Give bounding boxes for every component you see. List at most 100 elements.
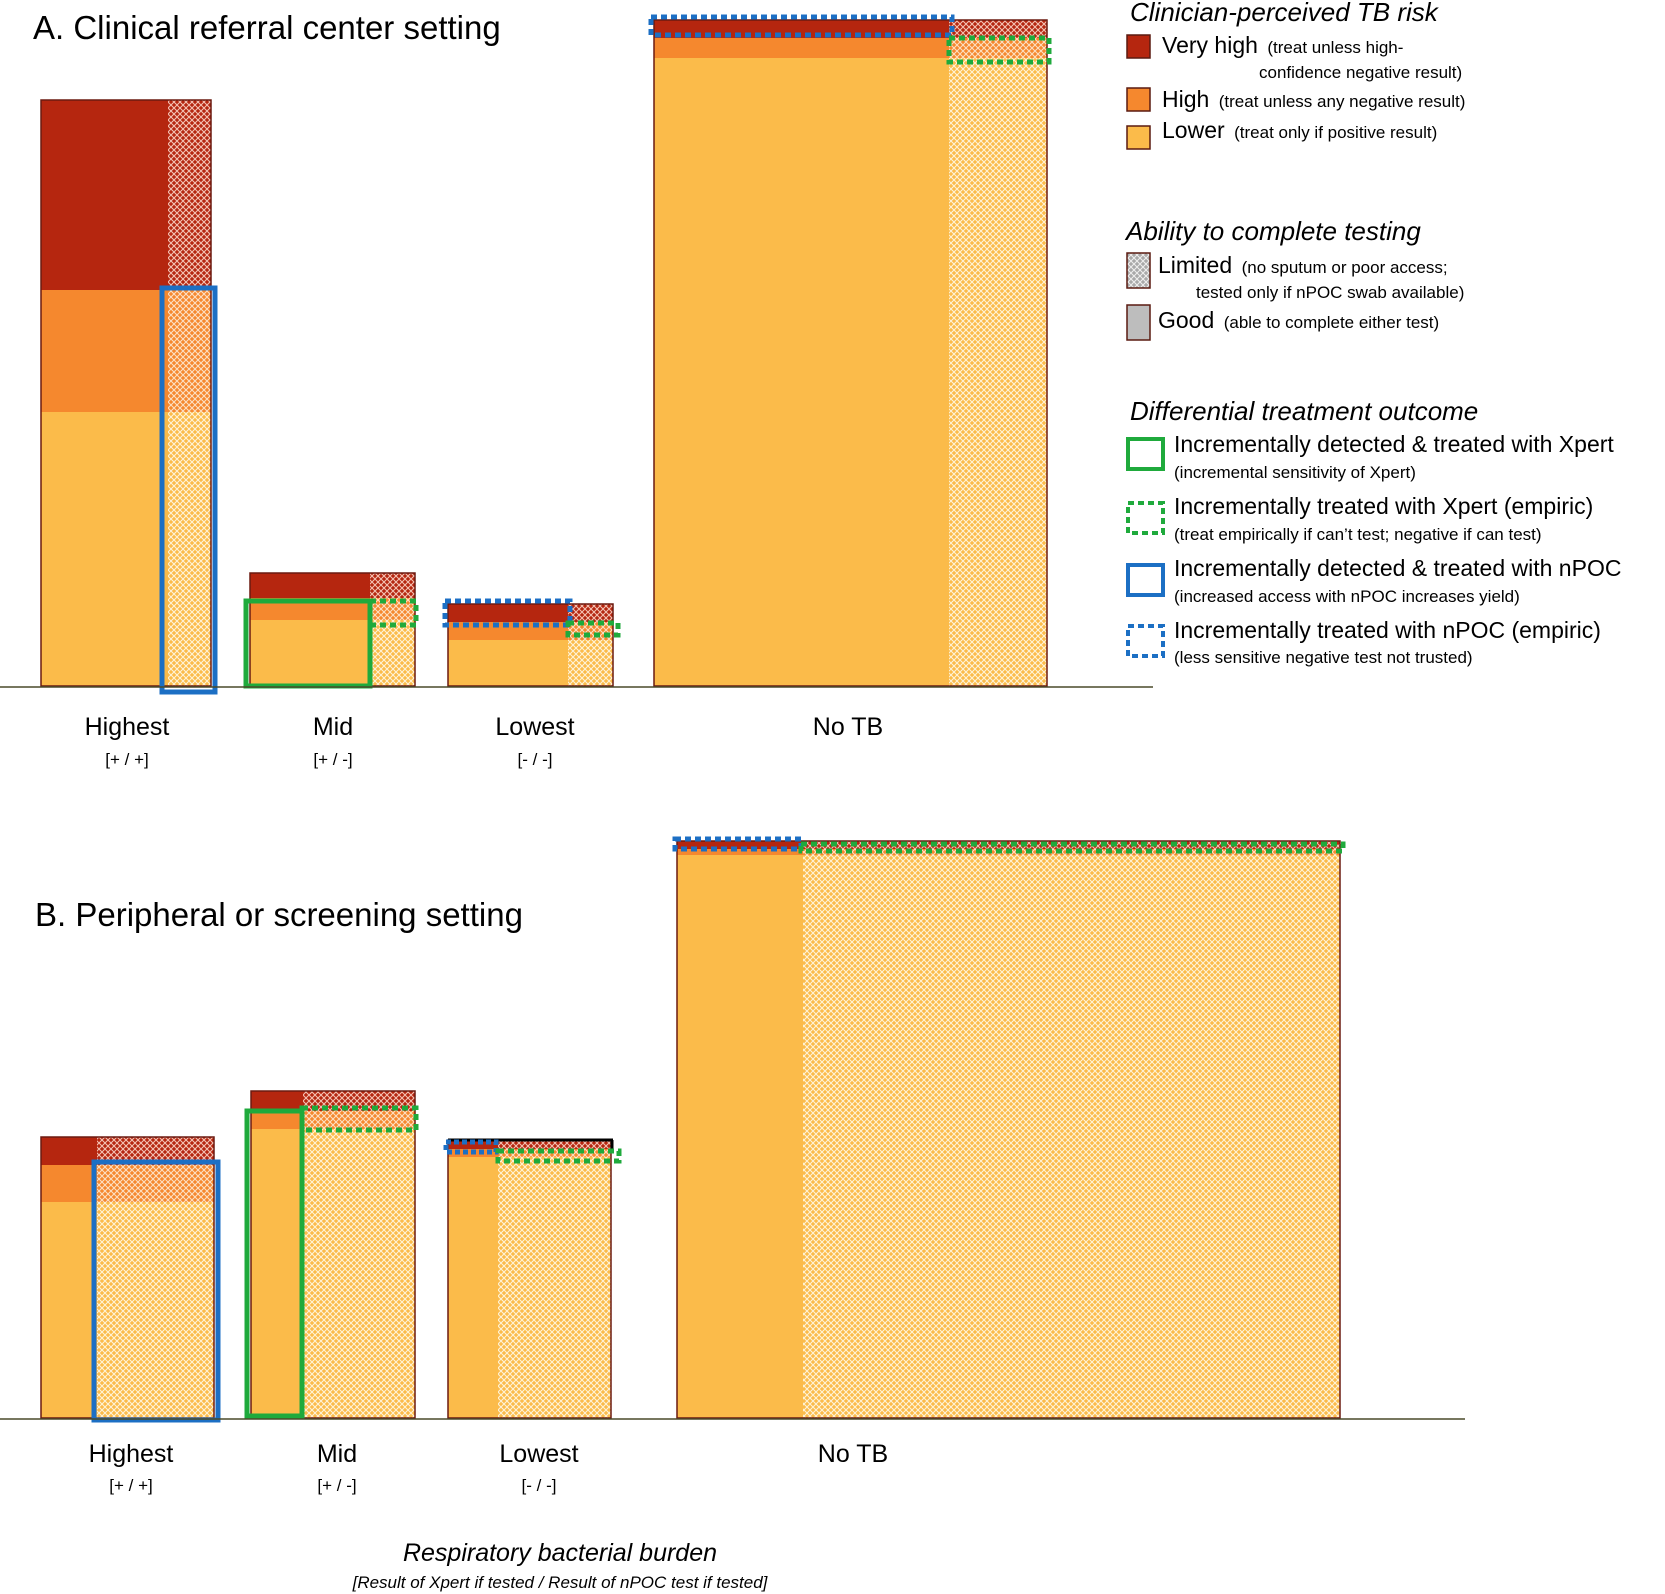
legend-swatch-very-high bbox=[1126, 34, 1151, 59]
category-sub-highest: [+ / +] bbox=[109, 1476, 152, 1495]
legend-very-high-note2: confidence negative result) bbox=[1259, 63, 1462, 82]
legend-swatch-high bbox=[1126, 87, 1151, 112]
legend-swatch-npoc-empiric bbox=[1126, 624, 1165, 658]
xpert-detected-box bbox=[244, 1108, 305, 1419]
segment-high-good bbox=[654, 38, 949, 58]
npoc-detected-box bbox=[91, 1159, 221, 1423]
npoc-detected-box bbox=[159, 285, 218, 695]
segment-very-high-limited bbox=[568, 604, 613, 622]
segment-high-good bbox=[251, 1111, 303, 1129]
category-sub-lowest: [- / -] bbox=[522, 1476, 557, 1495]
bar-outline bbox=[676, 840, 1341, 1419]
legend-good-main: Good bbox=[1158, 307, 1214, 333]
legend-limited-text: Limited (no sputum or poor access; bbox=[1158, 252, 1448, 278]
panel-b-category-labels: Highest [+ / +] Mid [+ / -] Lowest [- / … bbox=[89, 1440, 889, 1495]
panel-a-bar-no-tb bbox=[648, 14, 1052, 687]
bar-outline bbox=[250, 1090, 416, 1419]
segment-very-high-good bbox=[41, 100, 168, 290]
legend-good-text: Good (able to complete either test) bbox=[1158, 307, 1439, 333]
segment-very-high-good bbox=[41, 1137, 97, 1165]
legend-npoc-detected-main: Incrementally detected & treated with nP… bbox=[1174, 555, 1621, 581]
legend-npoc-detected-note: (increased access with nPOC increases yi… bbox=[1174, 587, 1520, 606]
legend-very-high-note1: (treat unless high- bbox=[1267, 38, 1403, 57]
segment-lower-good bbox=[251, 1129, 303, 1418]
segment-lower-good bbox=[41, 412, 168, 686]
segment-lower-good bbox=[250, 620, 370, 686]
legend-risk-heading: Clinician-perceived TB risk bbox=[1130, 0, 1440, 27]
segment-lower-good bbox=[654, 58, 949, 686]
segment-lower-limited bbox=[168, 412, 211, 686]
legend-xpert-detected-note: (incremental sensitivity of Xpert) bbox=[1174, 463, 1416, 482]
panel-b-bar-highest bbox=[40, 1136, 221, 1423]
panel-b-bars bbox=[40, 836, 1346, 1423]
segment-lower-limited bbox=[97, 1202, 214, 1418]
panel-a-category-labels: Highest [+ / +] Mid [+ / -] Lowest [- / … bbox=[85, 713, 884, 769]
category-sub-highest: [+ / +] bbox=[105, 750, 148, 769]
category-label-highest: Highest bbox=[89, 1440, 174, 1468]
panel-b-bar-mid bbox=[244, 1090, 419, 1419]
legend-swatch-xpert-empiric bbox=[1126, 501, 1165, 535]
segment-high-good bbox=[41, 290, 168, 412]
segment-very-high-limited bbox=[168, 100, 211, 290]
bar-outline bbox=[447, 603, 614, 687]
segment-lower-limited bbox=[949, 58, 1047, 686]
npoc-empiric-box bbox=[442, 598, 573, 628]
segment-lower-limited bbox=[498, 1157, 611, 1418]
segment-very-high-good bbox=[250, 573, 370, 598]
legend-swatch-lower bbox=[1126, 125, 1151, 150]
segment-high-limited bbox=[949, 38, 1047, 58]
category-sub-lowest: [- / -] bbox=[518, 750, 553, 769]
legend-limited-note2: tested only if nPOC swab available) bbox=[1196, 283, 1464, 302]
segment-high-limited bbox=[303, 1111, 415, 1129]
segment-lower-good bbox=[677, 855, 803, 1418]
category-label-no-tb: No TB bbox=[813, 713, 883, 741]
legend-npoc-empiric-note: (less sensitive negative test not truste… bbox=[1174, 648, 1473, 667]
xpert-detected-box bbox=[243, 598, 373, 689]
legend-swatch-xpert-detected bbox=[1126, 437, 1165, 471]
category-sub-mid: [+ / -] bbox=[313, 750, 352, 769]
panel-a-bar-highest bbox=[40, 99, 218, 695]
segment-high-good bbox=[677, 849, 803, 855]
legend: Clinician-perceived TB risk Very high (t… bbox=[1124, 0, 1621, 667]
panel-b-bar-no-tb bbox=[672, 836, 1346, 1419]
category-label-mid: Mid bbox=[313, 713, 353, 741]
legend-lower-text: Lower (treat only if positive result) bbox=[1162, 117, 1437, 143]
legend-swatch-good bbox=[1126, 304, 1151, 341]
segment-lower-limited bbox=[370, 620, 415, 686]
legend-very-high-text: Very high (treat unless high- bbox=[1162, 32, 1403, 58]
segment-lower-limited bbox=[568, 640, 613, 686]
segment-very-high-limited bbox=[498, 1140, 611, 1149]
segment-lower-good bbox=[448, 1157, 498, 1418]
segment-very-high-good bbox=[251, 1091, 303, 1111]
panel-a-title: A. Clinical referral center setting bbox=[33, 9, 501, 46]
legend-xpert-detected-main: Incrementally detected & treated with Xp… bbox=[1174, 431, 1614, 457]
legend-lower-main: Lower bbox=[1162, 117, 1225, 143]
legend-npoc-empiric-main: Incrementally treated with nPOC (empiric… bbox=[1174, 617, 1601, 643]
segment-lower-good bbox=[448, 640, 568, 686]
legend-lower-note: (treat only if positive result) bbox=[1234, 123, 1437, 142]
panel-a-bar-lowest bbox=[442, 598, 621, 687]
xpert-empiric-box bbox=[299, 1105, 419, 1133]
segment-high-limited bbox=[168, 290, 211, 412]
segment-very-high-good bbox=[448, 604, 568, 622]
legend-limited-note1: (no sputum or poor access; bbox=[1242, 258, 1448, 277]
category-label-lowest: Lowest bbox=[499, 1440, 578, 1468]
segment-very-high-good bbox=[677, 841, 803, 849]
xpert-empiric-box bbox=[798, 841, 1346, 854]
segment-lower-limited bbox=[803, 855, 1340, 1418]
segment-very-high-limited bbox=[370, 573, 415, 598]
legend-high-main: High bbox=[1162, 86, 1209, 112]
xpert-empiric-box bbox=[946, 35, 1052, 65]
category-sub-mid: [+ / -] bbox=[317, 1476, 356, 1495]
segment-very-high-limited bbox=[949, 20, 1047, 38]
npoc-empiric-box bbox=[648, 14, 955, 38]
segment-high-good bbox=[41, 1165, 97, 1202]
category-label-mid: Mid bbox=[317, 1440, 357, 1468]
legend-outcome-heading: Differential treatment outcome bbox=[1130, 396, 1478, 426]
bar-outline bbox=[653, 19, 1048, 687]
legend-good-note: (able to complete either test) bbox=[1224, 313, 1439, 332]
panel-b-bar-lowest bbox=[443, 1138, 622, 1419]
segment-high-limited bbox=[498, 1149, 611, 1157]
legend-high-note: (treat unless any negative result) bbox=[1219, 92, 1466, 111]
